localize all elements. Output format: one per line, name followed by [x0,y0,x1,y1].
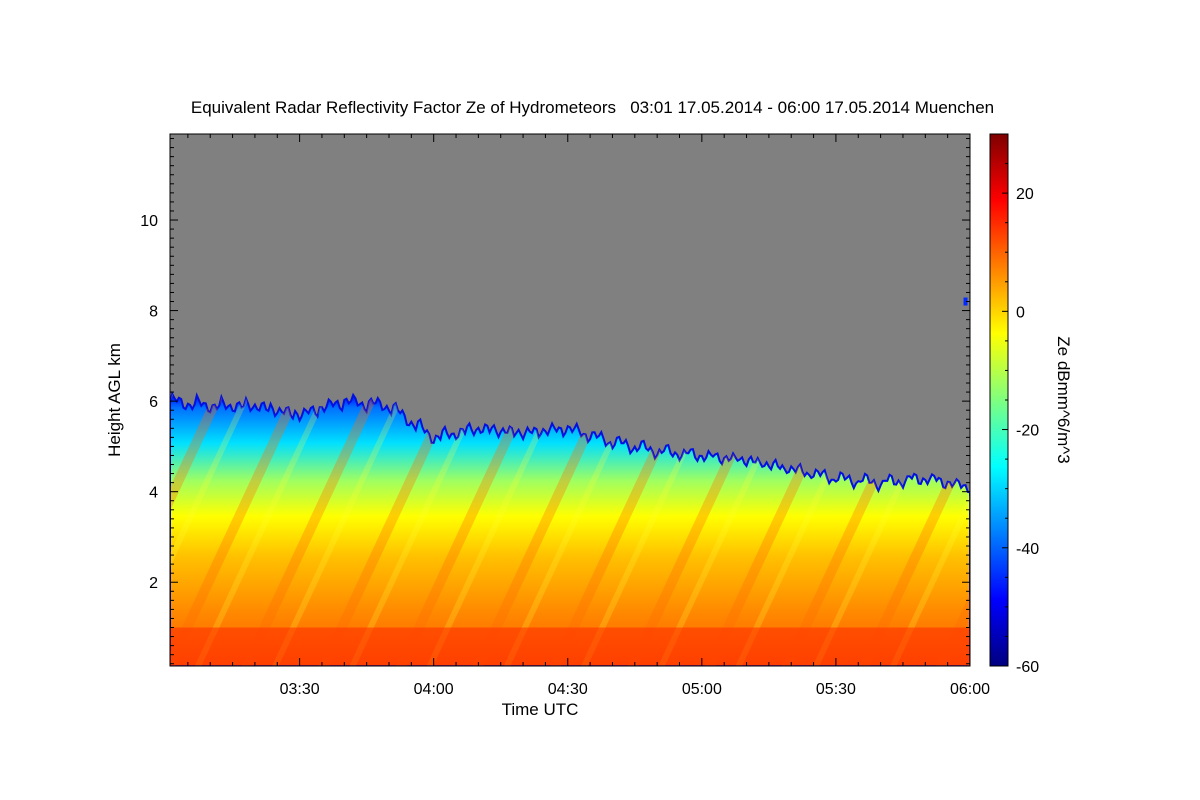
x-tick-label: 04:00 [414,681,454,698]
plot-frame [169,133,971,667]
y-tick-label: 6 [149,394,158,411]
isolated-echo [963,297,968,306]
plot-area [169,133,971,667]
colorbar-tick-label: -60 [1016,659,1039,676]
y-tick-label: 4 [149,485,158,502]
x-tick-label: 05:30 [816,681,856,698]
x-axis: 03:30 04:00 04:30 05:00 05:30 06:00 [187,134,990,698]
x-tick-label: 06:00 [950,681,990,698]
colorbar: -60 -40 -20 0 20 Ze dBmm^6/m^3 [989,133,1073,676]
y-axis-label: Height AGL km [105,343,124,457]
x-axis-label: Time UTC [502,700,579,719]
x-tick-label: 03:30 [280,681,320,698]
colorbar-ticks: -60 -40 -20 0 20 [1002,133,1039,676]
x-tick-label: 04:30 [548,681,588,698]
chart-title: Equivalent Radar Reflectivity Factor Ze … [190,98,995,117]
colorbar-tick-label: 0 [1016,304,1025,321]
y-tick-label: 2 [149,575,158,592]
echo-streaks [170,393,970,666]
colorbar-tick-label: -40 [1016,541,1039,558]
colorbar-label: Ze dBmm^6/m^3 [1054,336,1073,463]
y-tick-label: 8 [149,304,158,321]
surface-layer [170,627,970,666]
y-axis: 2 4 6 8 10 [140,138,970,665]
colorbar-tick-label: 20 [1016,186,1034,203]
colorbar-tick-label: -20 [1016,423,1039,440]
x-tick-label: 05:00 [682,681,722,698]
y-tick-label: 10 [140,213,158,230]
